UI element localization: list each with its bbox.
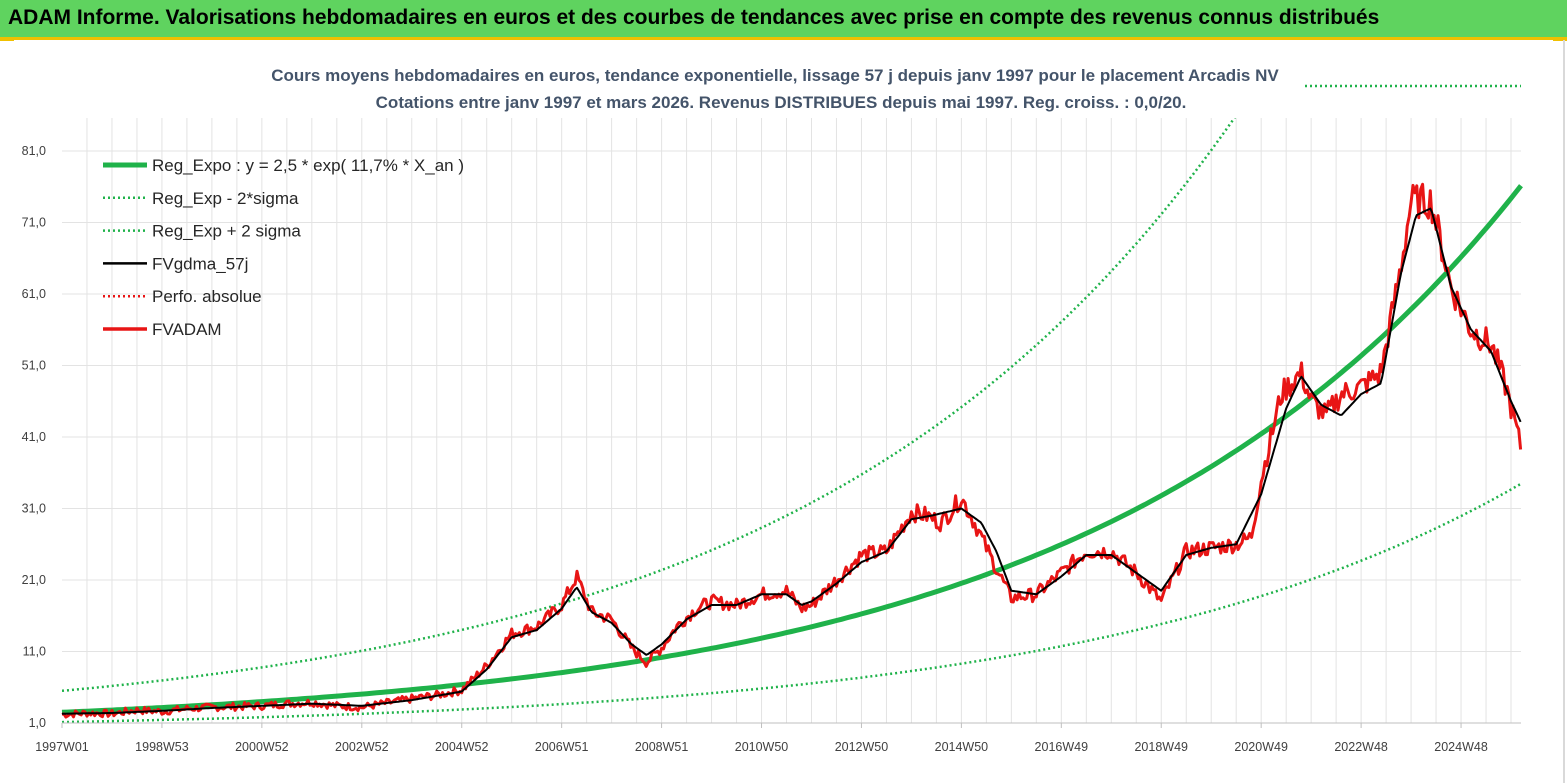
y-tick-label: 71,0 [22, 216, 46, 230]
axes [61, 722, 1521, 728]
x-tick-label: 2024W48 [1434, 740, 1488, 754]
x-tick-label: 2022W48 [1334, 740, 1388, 754]
x-tick-label: 1998W53 [135, 740, 189, 754]
chart-title-line1: Cours moyens hebdomadaires en euros, ten… [271, 66, 1279, 85]
report-title: ADAM Informe. Valorisations hebdomadaire… [8, 6, 1380, 29]
x-tick-label: 2016W49 [1035, 740, 1089, 754]
regression-line [61, 184, 1523, 715]
x-tick-label: 1997W01 [35, 740, 89, 754]
y-tick-label: 41,0 [22, 430, 46, 444]
y-tick-label: 51,0 [22, 359, 46, 373]
legend-label: Reg_Exp + 2 sigma [152, 222, 301, 241]
x-tick-label: 2020W49 [1234, 740, 1288, 754]
y-tick-label: 61,0 [22, 287, 46, 301]
x-tick-label: 2002W52 [335, 740, 389, 754]
x-tick-label: 2012W50 [835, 740, 889, 754]
band-lines [61, 84, 1523, 724]
series-lines [61, 182, 1523, 719]
legend-label: Perfo. absolue [152, 287, 262, 306]
accent-corner-right [1553, 37, 1567, 41]
legend-label: FVADAM [152, 320, 222, 339]
x-tick-label: 2006W51 [535, 740, 589, 754]
legend-label: Reg_Exp - 2*sigma [152, 189, 299, 208]
chart-title-line2: Cotations entre janv 1997 et mars 2026. … [376, 93, 1187, 112]
tick-labels: 1,0 11,0 21,0 31,0 41,0 51,0 61,0 71,0 81,0 1997W… [22, 144, 1488, 754]
legend-label: FVgdma_57j [152, 254, 248, 273]
lower-band-line [61, 482, 1522, 724]
right-border [1563, 40, 1565, 783]
legend-label: Reg_Expo : y = 2,5 * exp( 11,7% * X_an ) [152, 156, 464, 175]
accent-corner-left [0, 37, 14, 41]
x-tick-label: 2000W52 [235, 740, 289, 754]
y-tick-label: 81,0 [22, 144, 46, 158]
x-tick-label: 2010W50 [735, 740, 789, 754]
legend: Reg_Expo : y = 2,5 * exp( 11,7% * X_an )… [103, 156, 464, 339]
fvadam-line [61, 182, 1523, 719]
y-tick-label: 21,0 [22, 573, 46, 587]
y-tick-label: 31,0 [22, 502, 46, 516]
x-tick-label: 2004W52 [435, 740, 489, 754]
header-bar: ADAM Informe. Valorisations hebdomadaire… [0, 0, 1567, 40]
y-tick-label: 11,0 [23, 645, 46, 659]
x-tick-label: 2008W51 [635, 740, 689, 754]
fvgdma-57j-line [62, 207, 1522, 715]
x-tick-label: 2014W50 [935, 740, 989, 754]
y-tick-label: 1,0 [29, 716, 46, 730]
x-tick-label: 2018W49 [1134, 740, 1188, 754]
